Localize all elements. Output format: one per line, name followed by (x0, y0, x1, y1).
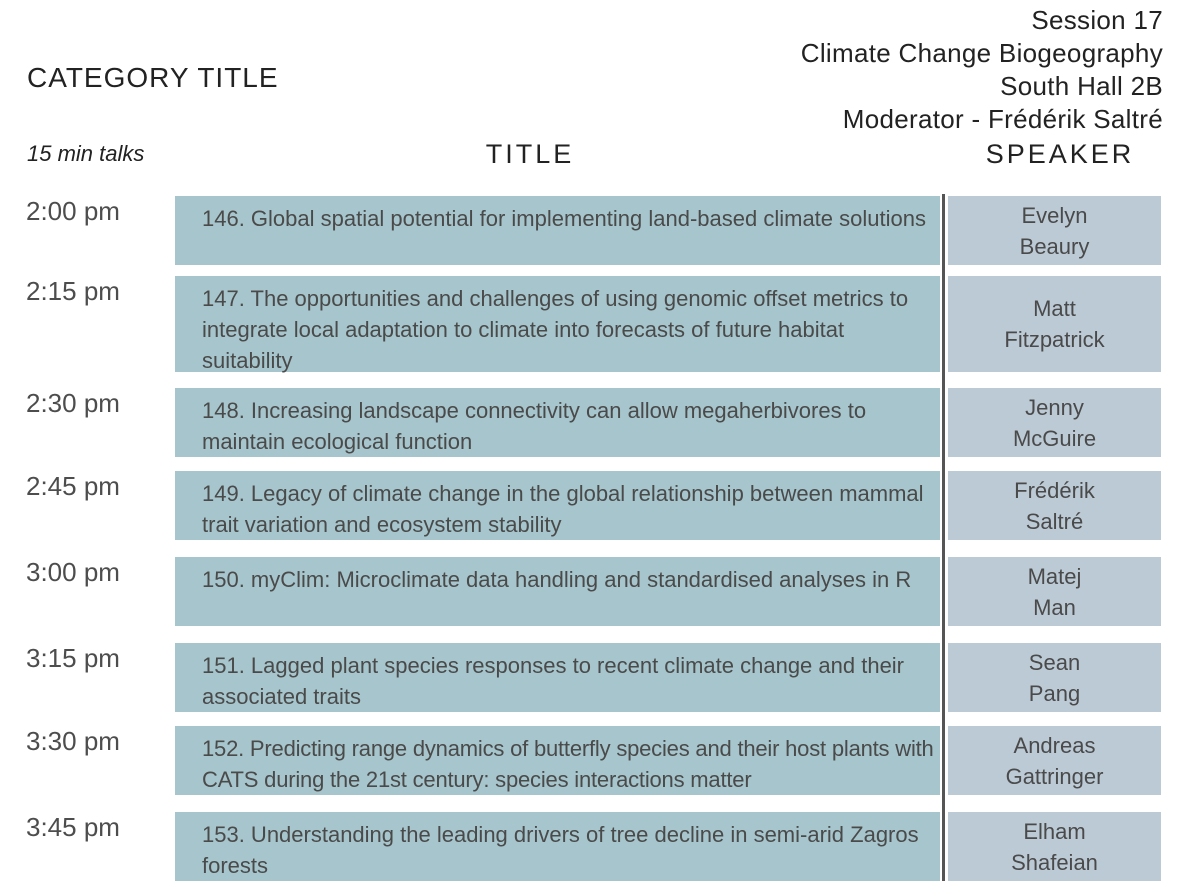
talk-title: 148. Increasing landscape connectivity c… (175, 388, 940, 457)
talk-speaker: Sean Pang (948, 643, 1161, 712)
talk-title: 149. Legacy of climate change in the glo… (175, 471, 940, 540)
talk-speaker: Jenny McGuire (948, 388, 1161, 457)
talk-length-note: 15 min talks (27, 141, 145, 166)
talk-speaker: Matej Man (948, 557, 1161, 626)
speaker-first-name: Evelyn (1021, 202, 1088, 228)
talk-title: 152. Predicting range dynamics of butter… (175, 726, 940, 795)
talk-title: 147. The opportunities and challenges of… (175, 276, 940, 373)
talk-speaker: Evelyn Beaury (948, 196, 1161, 265)
speaker-last-name: Pang (1028, 680, 1081, 706)
speaker-first-name: Matej (1027, 563, 1082, 589)
talk-title: 153. Understanding the leading drivers o… (175, 812, 940, 881)
speaker-last-name: Saltré (1025, 508, 1084, 534)
speaker-last-name: Man (1033, 594, 1076, 620)
talk-time: 3:15 pm (26, 643, 120, 673)
talk-time: 3:00 pm (26, 557, 120, 587)
talk-title: 151. Lagged plant species responses to r… (175, 643, 940, 712)
session-name: Climate Change Biogeography (800, 38, 1163, 68)
talk-time: 2:45 pm (26, 471, 120, 501)
talk-title: 146. Global spatial potential for implem… (175, 196, 940, 265)
talk-time: 2:00 pm (26, 196, 120, 226)
talk-time: 2:15 pm (26, 276, 120, 306)
session-room: South Hall 2B (1000, 71, 1163, 101)
session-info: Session 17 Climate Change Biogeography S… (801, 4, 1163, 136)
speaker-last-name: Fitzpatrick (1004, 327, 1105, 352)
talk-time: 3:45 pm (26, 812, 120, 842)
speaker-last-name: McGuire (1012, 425, 1097, 451)
speaker-last-name: Shafeian (1011, 849, 1098, 875)
title-column-header: TITLE (485, 139, 575, 169)
speaker-first-name: Andreas (1013, 732, 1096, 758)
session-moderator: Moderator - Frédérik Saltré (842, 104, 1163, 134)
talk-speaker: Frédérik Saltré (948, 471, 1161, 540)
talk-title: 150. myClim: Microclimate data handling … (175, 557, 940, 626)
talk-time: 3:30 pm (26, 726, 120, 756)
column-divider (942, 194, 945, 881)
speaker-last-name: Beaury (1019, 233, 1090, 259)
speaker-first-name: Jenny (1025, 394, 1084, 420)
category-title: CATEGORY TITLE (27, 62, 279, 93)
talk-speaker: Matt Fitzpatrick (948, 276, 1161, 372)
talk-time: 2:30 pm (26, 388, 120, 418)
talk-speaker: Elham Shafeian (948, 812, 1161, 881)
talk-speaker: Andreas Gattringer (948, 726, 1161, 795)
speaker-first-name: Matt (1033, 296, 1076, 321)
speaker-first-name: Elham (1023, 818, 1086, 844)
speaker-first-name: Sean (1028, 649, 1081, 675)
speaker-last-name: Gattringer (1005, 763, 1104, 789)
session-number: Session 17 (1031, 5, 1163, 35)
speaker-column-header: SPEAKER (985, 139, 1135, 169)
speaker-first-name: Frédérik (1014, 477, 1095, 503)
